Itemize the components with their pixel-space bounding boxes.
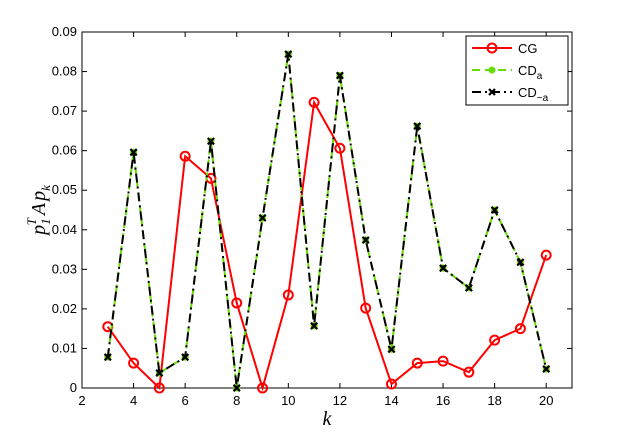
y-tick-label: 0.06 bbox=[52, 143, 77, 158]
point bbox=[128, 357, 140, 369]
y-tick-label: 0.01 bbox=[52, 340, 77, 355]
legend-label-name: CG bbox=[518, 41, 538, 56]
point bbox=[232, 384, 241, 392]
y-axis-label-part: p bbox=[28, 191, 50, 203]
point bbox=[361, 236, 370, 245]
legend-label-subscript: a bbox=[537, 71, 543, 82]
y-tick-label: 0.08 bbox=[52, 64, 77, 79]
point bbox=[464, 283, 473, 292]
y-axis-label-part: A bbox=[28, 202, 50, 217]
series-line bbox=[106, 53, 548, 389]
point bbox=[231, 297, 243, 309]
point bbox=[490, 206, 499, 214]
point bbox=[284, 50, 293, 59]
point bbox=[385, 378, 397, 390]
point bbox=[103, 353, 112, 362]
y-tick-label: 0.05 bbox=[52, 182, 77, 197]
point bbox=[540, 249, 552, 261]
y-axis-label-part: T bbox=[24, 217, 39, 225]
point bbox=[437, 355, 449, 367]
x-tick-label: 8 bbox=[233, 393, 240, 408]
x-tick-label: 18 bbox=[487, 393, 501, 408]
legend-label-subscript: −a bbox=[537, 93, 549, 104]
y-tick-label: 0.07 bbox=[52, 103, 77, 118]
point bbox=[516, 258, 525, 267]
y-tick-label: 0 bbox=[70, 380, 77, 395]
point bbox=[489, 334, 501, 346]
point bbox=[439, 264, 448, 273]
legend-marker bbox=[488, 88, 496, 96]
point bbox=[463, 366, 475, 378]
y-axis-label-part: k bbox=[38, 185, 53, 191]
y-tick-label: 0.04 bbox=[52, 222, 77, 237]
legend-label-name: CD bbox=[518, 85, 537, 100]
point bbox=[310, 321, 319, 330]
point bbox=[542, 365, 551, 373]
y-axis-label-part: p bbox=[28, 225, 50, 237]
point bbox=[335, 71, 344, 80]
x-tick-label: 12 bbox=[333, 393, 347, 408]
point bbox=[308, 96, 320, 108]
y-axis-label: p1TApk bbox=[24, 185, 53, 237]
point bbox=[387, 345, 396, 354]
legend-label-name: CD bbox=[518, 63, 537, 78]
x-axis-label: k bbox=[323, 408, 333, 430]
point bbox=[334, 142, 346, 154]
point bbox=[179, 150, 191, 162]
x-tick-label: 10 bbox=[281, 393, 295, 408]
legend-label: CD−a bbox=[518, 85, 549, 104]
legend-label: CG bbox=[518, 41, 538, 56]
point bbox=[282, 289, 294, 301]
point bbox=[258, 213, 267, 222]
point bbox=[155, 368, 164, 377]
y-tick-label: 0.03 bbox=[52, 261, 77, 276]
series-line bbox=[106, 99, 548, 392]
x-tick-label: 20 bbox=[539, 393, 553, 408]
x-tick-label: 4 bbox=[130, 393, 137, 408]
legend-marker bbox=[486, 42, 498, 54]
legend-label: CDa bbox=[518, 63, 543, 82]
point bbox=[129, 148, 138, 157]
point bbox=[413, 122, 422, 131]
y-tick-label: 0.02 bbox=[52, 301, 77, 316]
y-axis-label-part: 1 bbox=[38, 218, 53, 225]
x-tick-label: 16 bbox=[436, 393, 450, 408]
y-tick-label: 0.09 bbox=[52, 24, 77, 39]
point bbox=[411, 357, 423, 369]
point bbox=[360, 302, 372, 314]
point bbox=[153, 382, 165, 394]
point bbox=[206, 137, 215, 146]
point bbox=[257, 382, 269, 394]
point bbox=[181, 353, 190, 362]
x-tick-label: 2 bbox=[78, 393, 85, 408]
x-tick-label: 14 bbox=[384, 393, 398, 408]
legend-marker bbox=[488, 66, 496, 74]
legend-box bbox=[465, 35, 569, 106]
point bbox=[514, 323, 526, 335]
x-tick-label: 6 bbox=[182, 393, 189, 408]
